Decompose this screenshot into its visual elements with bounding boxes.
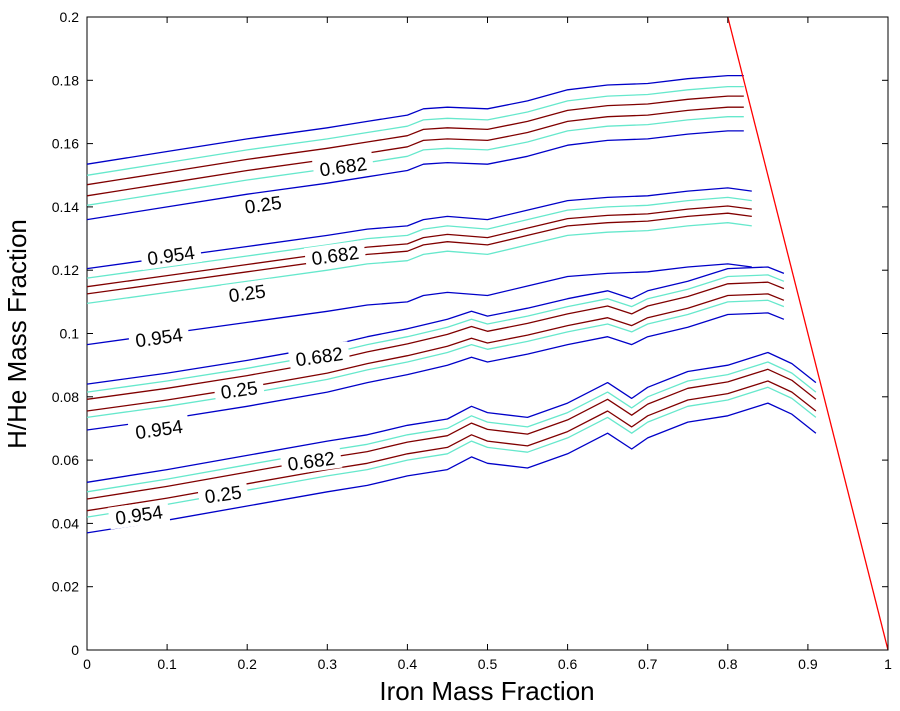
y-axis-ticks: 0 0.02 0.04 0.06 0.08 0.1 0.12 0.14 0.16 0.18 0.2 — [52, 9, 888, 658]
boundary-line — [727, 16, 889, 651]
contour-label: 0.25 — [220, 378, 260, 404]
contour-label-background — [279, 445, 343, 476]
x-tick-label: 0.3 — [318, 656, 338, 672]
contour-label-background — [287, 341, 351, 372]
contour-label-background — [127, 322, 191, 353]
contour-line-0_682 — [86, 196, 752, 279]
contour-line-0_954 — [86, 402, 817, 534]
y-tick-label: 0.16 — [52, 136, 79, 152]
boundary-red-line — [727, 16, 889, 651]
x-tick-label: 0.4 — [398, 656, 418, 672]
contour-line-0_682 — [86, 386, 817, 518]
contour-label-group: 0.25 — [237, 190, 289, 219]
contour-line-0_25 — [86, 205, 752, 288]
x-tick-label: 0.2 — [237, 656, 257, 672]
contour-group-2 — [86, 187, 752, 346]
x-tick-label: 0.5 — [478, 656, 498, 672]
contour-label-background — [311, 151, 375, 182]
y-tick-label: 0.02 — [52, 579, 79, 595]
x-axis-title: Iron Mass Fraction — [379, 676, 594, 706]
contour-line-0_25 — [86, 293, 785, 412]
contour-line-0_682 — [86, 299, 785, 419]
y-tick-label: 0 — [71, 642, 79, 658]
y-tick-label: 0.14 — [52, 199, 79, 215]
y-tick-label: 0.06 — [52, 452, 79, 468]
contour-label-group: 0.682 — [303, 239, 367, 271]
contour-line-0_682 — [86, 85, 744, 176]
x-tick-label: 0.7 — [638, 656, 658, 672]
contour-label-background — [221, 278, 273, 308]
contour-line-0_954 — [86, 74, 744, 165]
contour-line-0_954 — [86, 187, 752, 270]
contour-line-0_954 — [86, 351, 817, 483]
x-tick-label: 0.9 — [798, 656, 818, 672]
contour-line-0_682 — [86, 116, 744, 206]
x-axis-ticks: 0 0.1 0.2 0.3 0.4 0.5 0.6 0.7 0.8 0.9 1 — [83, 17, 892, 672]
plot-area — [86, 16, 889, 651]
contour-label-group: 0.25 — [197, 479, 249, 509]
contour-label-group: 0.25 — [221, 278, 273, 308]
y-tick-label: 0.18 — [52, 72, 79, 88]
contour-label-group: 0.954 — [127, 322, 191, 353]
y-tick-label: 0.2 — [60, 9, 80, 25]
x-tick-label: 1 — [884, 656, 892, 672]
y-tick-label: 0.1 — [60, 326, 80, 342]
x-tick-label: 0.8 — [718, 656, 738, 672]
contour-line-0_25 — [86, 95, 744, 186]
x-tick-label: 0 — [83, 656, 91, 672]
contour-label: 0.25 — [204, 482, 244, 508]
contour-line-0_954 — [86, 312, 785, 431]
contour-label-background — [127, 413, 191, 445]
y-tick-label: 0.04 — [52, 515, 79, 531]
contour-label-background — [139, 239, 203, 271]
contour-label-background — [213, 375, 265, 404]
y-tick-label: 0.12 — [52, 262, 79, 278]
contour-line-0_954 — [86, 263, 752, 346]
contour-line-0_25 — [86, 106, 744, 197]
y-tick-label: 0.08 — [52, 389, 79, 405]
contour-label-background — [303, 239, 367, 271]
x-tick-label: 0.1 — [157, 656, 177, 672]
contour-line-0_682 — [86, 222, 752, 305]
contour-label-background — [197, 479, 249, 509]
x-tick-label: 0.6 — [558, 656, 578, 672]
contour-label-background — [237, 190, 289, 219]
contour-label-group: 0.25 — [213, 375, 265, 404]
contour-line-0_25 — [86, 380, 817, 512]
contour-line-0_954 — [86, 130, 744, 221]
contour-label: 0.25 — [244, 193, 284, 219]
contour-label-background — [107, 499, 171, 530]
contour-group-1 — [86, 74, 744, 221]
contour-lines — [86, 74, 817, 534]
contour-line-0_25 — [86, 212, 752, 295]
y-axis-title: H/He Mass Fraction — [2, 219, 32, 449]
contour-label: 0.25 — [228, 281, 268, 307]
